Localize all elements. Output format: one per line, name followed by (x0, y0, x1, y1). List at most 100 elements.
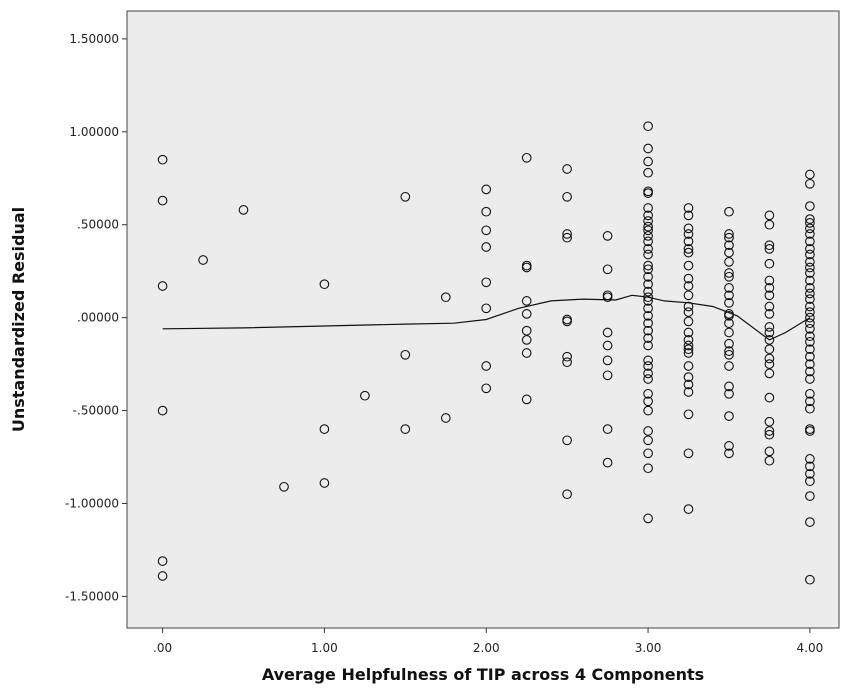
data-point (683, 281, 694, 291)
data-point (521, 335, 532, 345)
data-point (400, 424, 411, 434)
data-point (805, 359, 815, 369)
data-point (198, 255, 208, 265)
data-point (805, 262, 815, 273)
data-point (805, 491, 815, 501)
data-point (481, 383, 492, 394)
data-point (683, 203, 694, 213)
data-point (683, 290, 694, 301)
data-point (805, 454, 815, 464)
data-point (764, 240, 775, 251)
data-point (805, 288, 815, 299)
data-point (643, 231, 653, 241)
data-point (805, 312, 815, 323)
data-point (764, 344, 775, 355)
data-point (643, 361, 653, 371)
data-point (724, 318, 734, 329)
data-point (360, 390, 370, 401)
y-tick-label: 1.00000 (69, 125, 119, 139)
data-point (643, 355, 653, 366)
data-point (805, 268, 815, 278)
data-point (724, 310, 734, 321)
data-point (562, 232, 572, 243)
y-axis: 1.50000 1.00000 .50000 .00000 -.50000 -1.0000… (65, 32, 127, 603)
data-point (562, 316, 572, 327)
data-point (440, 413, 451, 423)
data-point (683, 260, 694, 271)
data-point (643, 221, 653, 232)
data-point (157, 154, 168, 165)
data-point (805, 351, 815, 362)
data-point (724, 232, 734, 243)
x-tick-label: 3.00 (635, 641, 662, 655)
data-point (683, 361, 694, 371)
data-point (643, 249, 653, 260)
data-point (643, 388, 653, 399)
data-point (805, 244, 815, 254)
data-point (764, 446, 775, 457)
data-point (683, 316, 694, 327)
data-point (805, 426, 815, 436)
scatter-points (157, 121, 815, 585)
data-point (805, 275, 815, 286)
data-point (683, 223, 694, 234)
x-tick-label: 1.00 (311, 641, 338, 655)
data-point (805, 257, 815, 267)
x-tick-label: .00 (153, 641, 172, 655)
data-point (805, 388, 815, 399)
y-tick-label: .00000 (77, 311, 119, 325)
data-point (643, 448, 653, 459)
data-point (724, 257, 734, 267)
data-point (521, 152, 532, 163)
data-point (764, 368, 775, 379)
data-point (805, 294, 815, 304)
data-point (764, 258, 775, 269)
data-point (764, 335, 775, 345)
data-point (764, 210, 775, 221)
data-point (602, 327, 613, 338)
data-point (643, 374, 653, 384)
data-point (643, 310, 653, 321)
data-point (724, 411, 734, 421)
data-point (643, 435, 653, 446)
data-point (157, 571, 168, 581)
data-point (805, 178, 815, 189)
data-point (805, 223, 815, 234)
data-point (562, 229, 572, 239)
data-point (805, 336, 815, 347)
data-point (724, 290, 734, 301)
data-point (764, 429, 775, 440)
data-point (602, 424, 613, 434)
data-point (238, 205, 249, 215)
data-point (643, 210, 653, 221)
data-point (805, 307, 815, 317)
data-point (683, 247, 694, 258)
data-point (481, 303, 492, 314)
data-point (805, 344, 815, 355)
data-point (400, 349, 411, 360)
data-point (279, 481, 289, 492)
data-point (683, 409, 694, 420)
data-point (643, 279, 653, 290)
data-point (683, 229, 694, 239)
data-point (683, 372, 694, 382)
data-point (562, 357, 572, 368)
data-point (481, 225, 492, 236)
data-point (602, 355, 613, 366)
data-point (643, 292, 653, 303)
data-point (643, 236, 653, 247)
data-point (157, 405, 168, 416)
data-point (400, 191, 411, 202)
data-point (764, 301, 775, 312)
data-point (643, 264, 653, 275)
data-point (562, 351, 572, 362)
data-point (602, 231, 613, 241)
data-point (643, 296, 653, 306)
data-point (764, 416, 775, 427)
data-point (643, 260, 653, 271)
data-point (805, 476, 815, 487)
data-point (643, 325, 653, 336)
data-point (602, 264, 613, 275)
y-tick-label: -1.00000 (65, 496, 119, 510)
